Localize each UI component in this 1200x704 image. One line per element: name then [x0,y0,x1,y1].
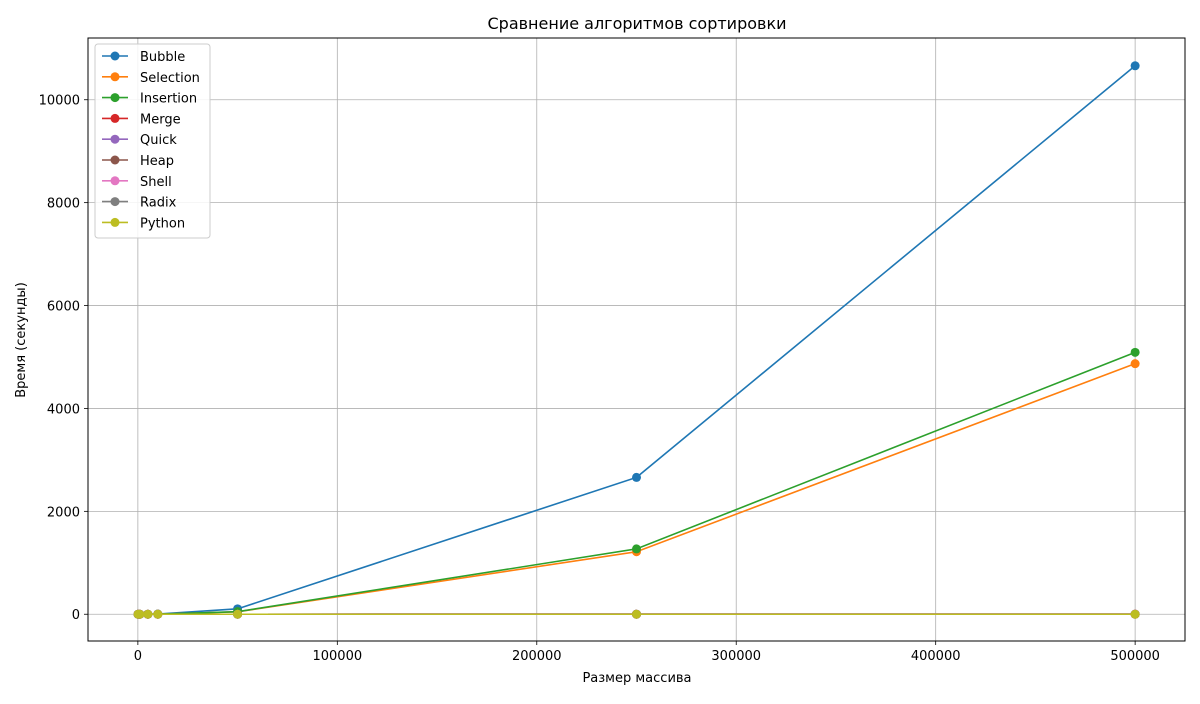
y-axis-ticks: 0 2000 4000 6000 8000 10000 [39,94,88,624]
y-tick-label: 4000 [47,402,80,417]
legend-label: Shell [140,175,172,190]
data-point [1131,61,1140,70]
x-tick-label: 400000 [911,649,961,664]
legend-marker [111,218,120,227]
series-insertion [134,348,1140,619]
legend-label: Selection [140,71,200,86]
x-tick-label: 100000 [312,649,362,664]
data-point [632,610,641,619]
x-axis-ticks: 0 100000 200000 300000 400000 500000 [134,641,1160,664]
x-tick-label: 0 [134,649,142,664]
series-line [138,66,1135,614]
series-line [138,364,1135,615]
series-line [138,352,1135,614]
legend-marker [111,156,120,165]
x-tick-label: 200000 [512,649,562,664]
series-selection [134,359,1140,619]
legend-label: Bubble [140,50,185,65]
x-tick-label: 500000 [1110,649,1160,664]
y-axis-label: Время (секунды) [14,282,29,398]
data-point [1131,610,1140,619]
y-tick-label: 8000 [47,197,80,212]
legend-marker [111,176,120,185]
data-point [143,610,152,619]
series-python [134,610,1140,619]
data-point [632,473,641,482]
legend-marker [111,135,120,144]
legend-marker [111,93,120,102]
legend-label: Insertion [140,92,197,107]
legend-label: Radix [140,196,177,211]
data-point [233,610,242,619]
y-tick-label: 10000 [39,94,80,109]
legend-label: Merge [140,112,181,127]
legend-marker [111,114,120,123]
legend-label: Quick [140,133,177,148]
data-point [135,610,144,619]
y-tick-label: 2000 [47,505,80,520]
legend-marker [111,197,120,206]
legend-label: Python [140,216,185,231]
y-tick-label: 6000 [47,300,80,315]
y-tick-label: 0 [72,608,80,623]
data-point [632,544,641,553]
legend-marker [111,52,120,61]
chart-title: Сравнение алгоритмов сортировки [487,14,786,33]
series-bubble [134,61,1140,618]
x-tick-label: 300000 [711,649,761,664]
legend-label: Heap [140,154,174,169]
data-point [1131,348,1140,357]
series-group [134,61,1140,618]
data-point [1131,359,1140,368]
data-point [153,610,162,619]
x-axis-label: Размер массива [582,671,691,686]
legend: Bubble Selection Insertion Merge Quick Heap Sh… [95,44,210,238]
legend-marker [111,72,120,81]
